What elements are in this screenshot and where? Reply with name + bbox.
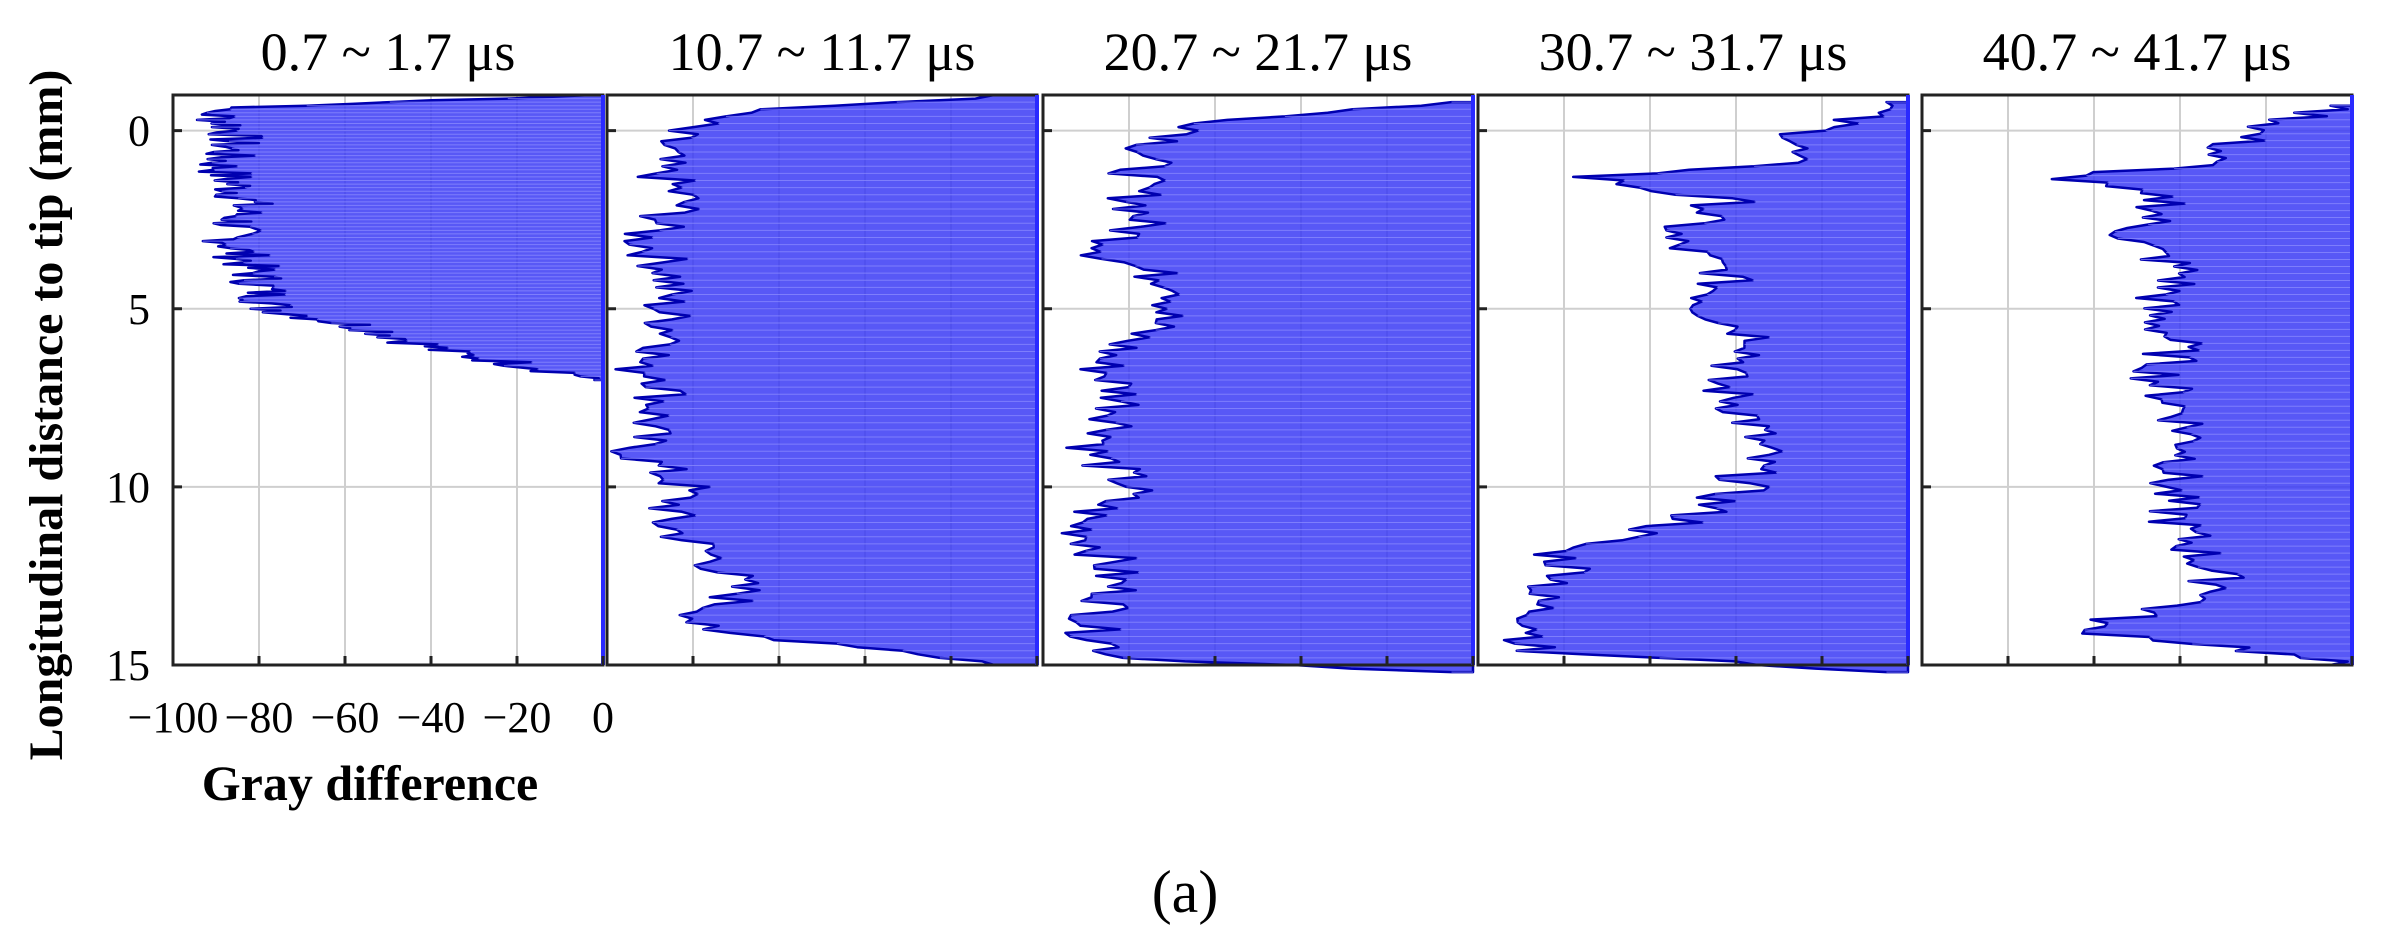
- figure-caption: (a): [1152, 859, 1219, 925]
- profile-hatching: [2084, 105, 2352, 666]
- y-tick-label: 10: [106, 463, 150, 512]
- x-tick-label: −20: [483, 693, 552, 742]
- panel-title: 20.7 ~ 21.7 μs: [1104, 22, 1413, 82]
- y-axis: 0 5 10 15: [106, 107, 150, 690]
- y-tick-label: 5: [128, 285, 150, 334]
- panels-layer: 0.7 ~ 1.7 μs 10.7 ~ 11.7 μs 20.7 ~ 21.7 μs…: [171, 22, 2354, 674]
- y-axis-label: Longitudinal distance to tip (mm): [20, 70, 73, 761]
- profile-hatching: [1070, 101, 1473, 673]
- y-tick-label: 0: [128, 107, 150, 156]
- profile-hatching: [611, 94, 1037, 666]
- panel-3: 20.7 ~ 21.7 μs: [1041, 22, 1475, 674]
- panel-title: 10.7 ~ 11.7 μs: [669, 22, 976, 82]
- x-tick-label: 0: [592, 693, 614, 742]
- panel-2: 10.7 ~ 11.7 μs: [605, 22, 1039, 667]
- panel-title: 30.7 ~ 31.7 μs: [1539, 22, 1848, 82]
- panel-title: 40.7 ~ 41.7 μs: [1983, 22, 2292, 82]
- y-tick-label: 15: [106, 641, 150, 690]
- x-tick-label: −100: [128, 693, 219, 742]
- panel-1: 0.7 ~ 1.7 μs: [171, 22, 605, 667]
- panel-5: 40.7 ~ 41.7 μs: [1920, 22, 2354, 667]
- profile-hatching: [197, 94, 603, 381]
- panel-title: 0.7 ~ 1.7 μs: [261, 22, 516, 82]
- x-tick-label: −60: [311, 693, 380, 742]
- x-axis-label: Gray difference: [202, 755, 538, 811]
- x-tick-label: −80: [225, 693, 294, 742]
- profile-hatching: [1514, 101, 1908, 673]
- panel-4: 30.7 ~ 31.7 μs: [1476, 22, 1910, 674]
- x-axis: −100 −80 −60 −40 −20 0: [128, 693, 614, 742]
- x-tick-label: −40: [397, 693, 466, 742]
